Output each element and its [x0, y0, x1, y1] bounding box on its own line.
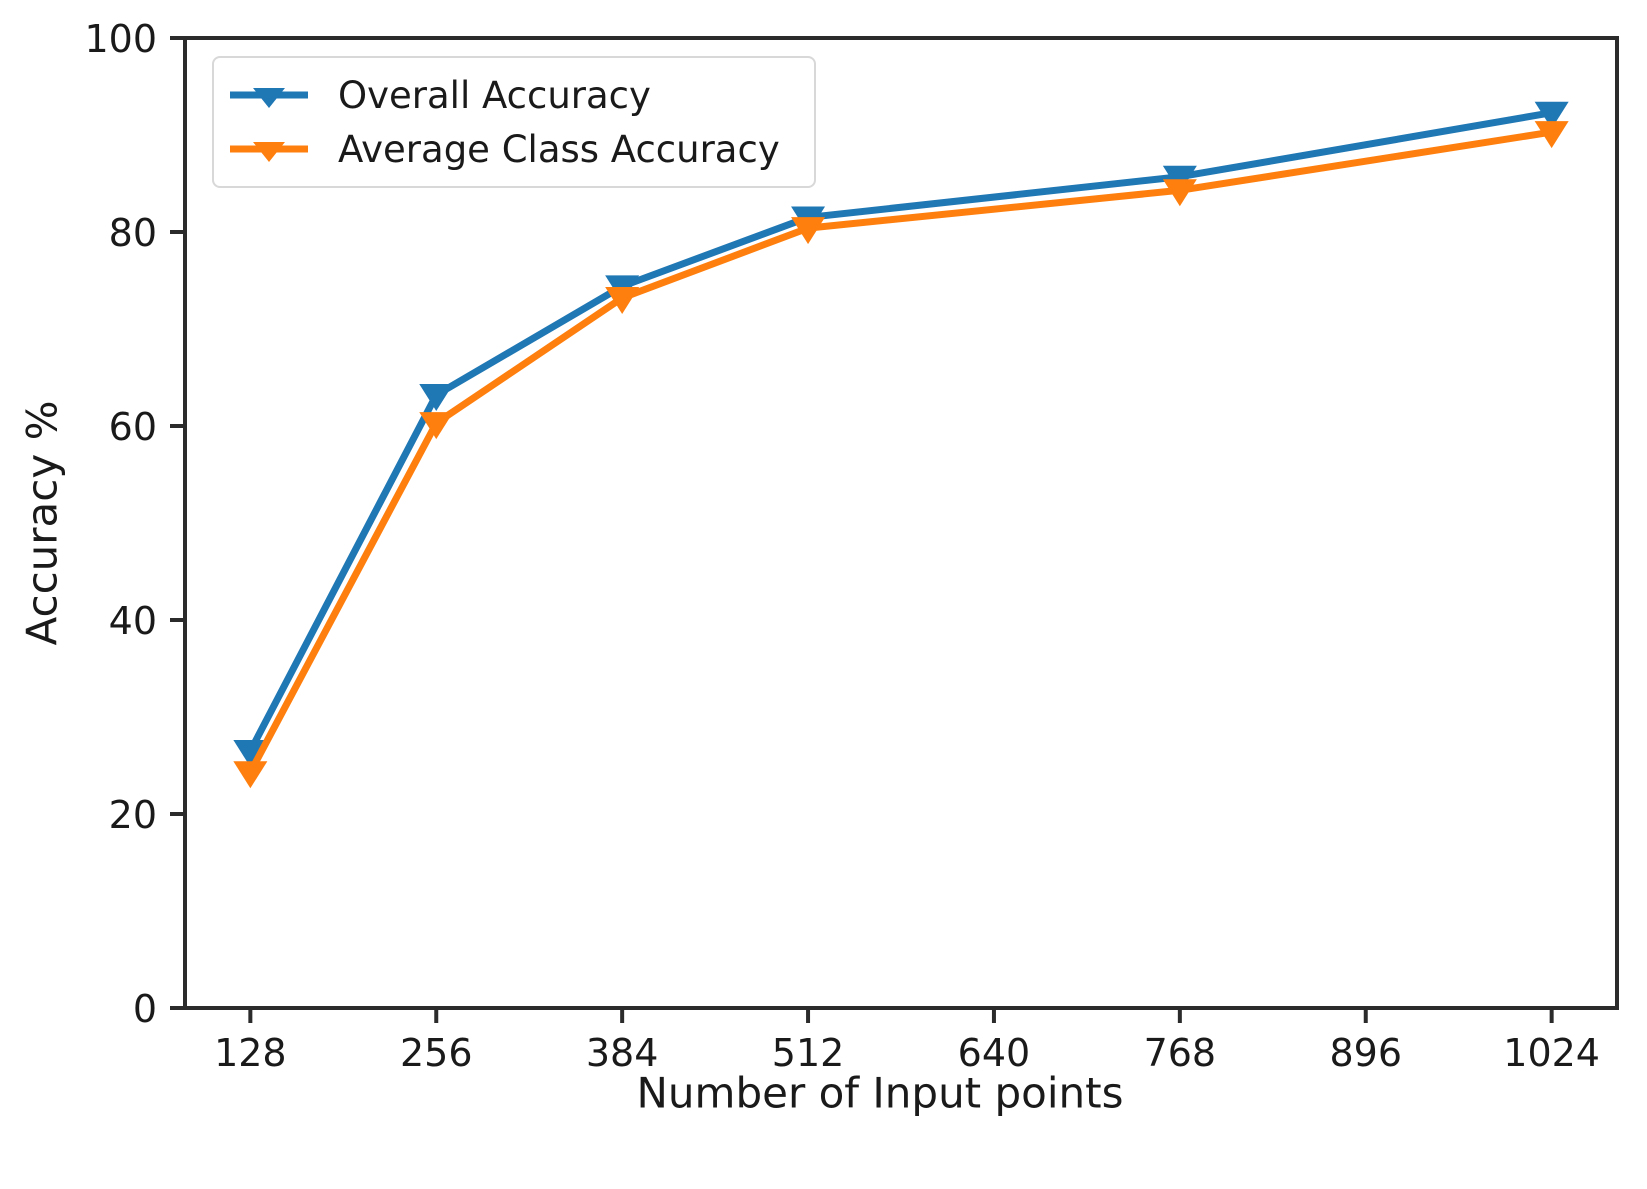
- y-tick-label: 60: [109, 405, 157, 449]
- x-tick-label: 896: [1329, 1031, 1402, 1075]
- legend-label: Overall Accuracy: [338, 73, 651, 117]
- data-point-marker-average-class-accuracy: [791, 217, 826, 245]
- x-tick-label: 256: [400, 1031, 473, 1075]
- legend-label: Average Class Accuracy: [338, 127, 780, 171]
- series-line-average-class-accuracy: [246, 128, 1556, 776]
- y-tick-label: 100: [84, 17, 157, 61]
- legend: Overall Accuracy Average Class Accuracy: [212, 56, 816, 188]
- triangle-down-marker-icon: [253, 142, 285, 162]
- x-tick-label: 128: [214, 1031, 287, 1075]
- x-tick-label: 1024: [1503, 1031, 1600, 1075]
- legend-item-overall-accuracy: Overall Accuracy: [226, 70, 780, 120]
- data-point-marker-average-class-accuracy: [419, 412, 454, 440]
- data-point-marker-overall-accuracy: [1534, 101, 1569, 129]
- data-point-marker-average-class-accuracy: [1534, 121, 1569, 149]
- data-point-marker-overall-accuracy: [1162, 165, 1197, 193]
- x-tick-label: 768: [1144, 1031, 1217, 1075]
- data-point-marker-average-class-accuracy: [605, 286, 640, 314]
- legend-item-average-class-accuracy: Average Class Accuracy: [226, 124, 780, 174]
- x-axis-label: Number of Input points: [636, 1068, 1124, 1118]
- legend-line-marker-icon: [230, 142, 308, 162]
- plot-border: [183, 36, 1619, 1010]
- legend-line-marker-icon: [230, 88, 308, 108]
- series-line-overall-accuracy: [246, 109, 1556, 755]
- y-tick-label: 0: [133, 987, 157, 1031]
- x-tick-label: 512: [772, 1031, 845, 1075]
- x-tick-label: 640: [958, 1031, 1031, 1075]
- y-tick-label: 80: [109, 211, 157, 255]
- triangle-down-marker-icon: [253, 88, 285, 108]
- y-tick-label: 20: [109, 793, 157, 837]
- data-point-marker-overall-accuracy: [233, 739, 268, 767]
- data-point-marker-overall-accuracy: [419, 383, 454, 411]
- y-tick-label: 40: [109, 599, 157, 643]
- data-point-marker-average-class-accuracy: [1162, 179, 1197, 207]
- x-tick-label: 384: [586, 1031, 659, 1075]
- data-point-marker-average-class-accuracy: [233, 761, 268, 789]
- y-axis-label: Accuracy %: [17, 400, 67, 646]
